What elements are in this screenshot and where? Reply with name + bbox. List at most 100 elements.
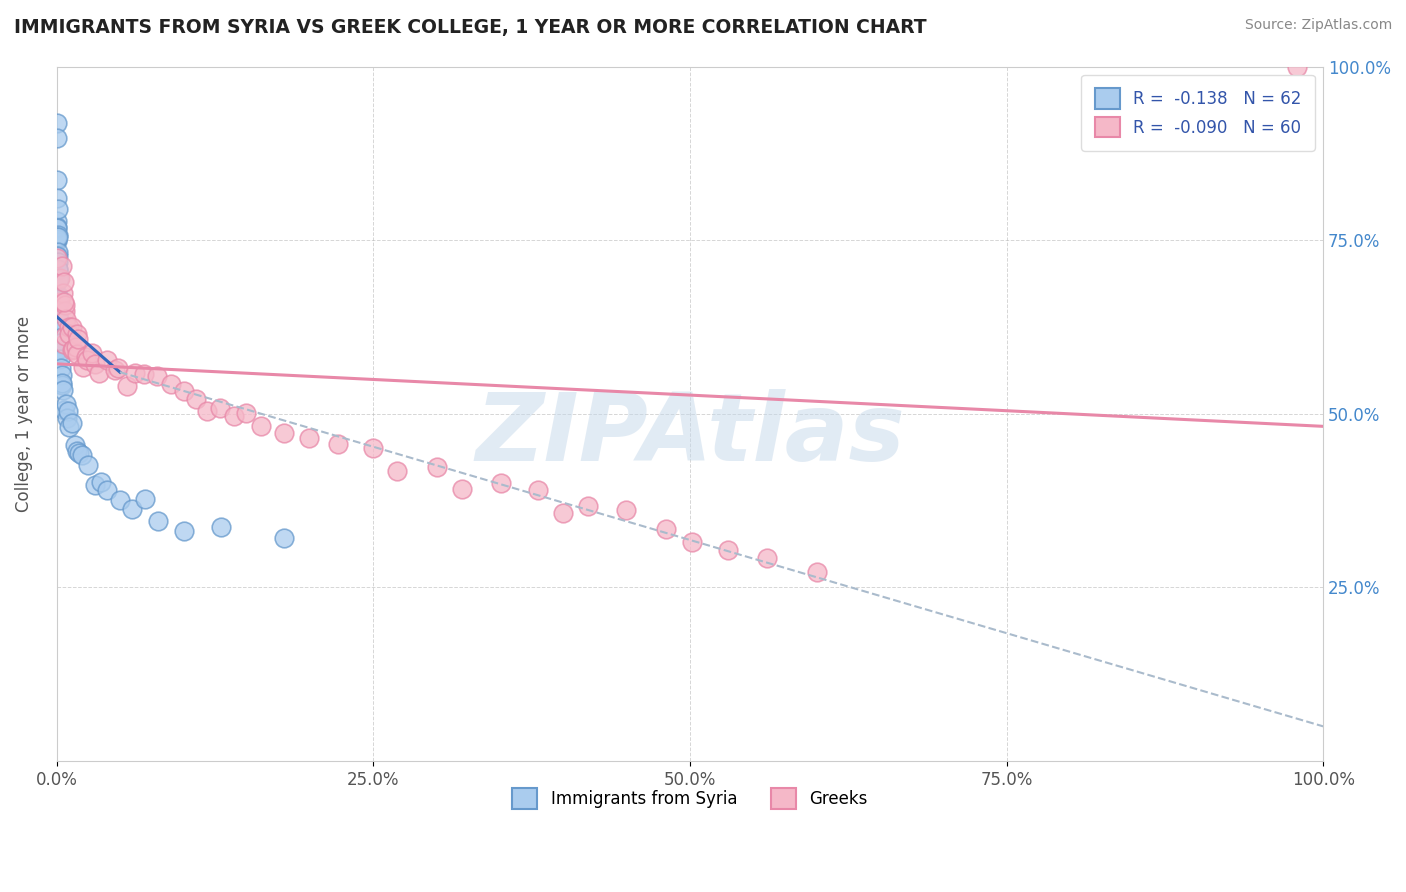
Point: [48, 342, 70, 356]
Point: [655, 522, 678, 536]
Point: [146, 514, 169, 528]
Point: [63, 438, 86, 452]
Point: [115, 378, 138, 392]
Point: [48, 293, 70, 307]
Point: [65, 340, 87, 354]
Point: [75, 350, 97, 364]
Point: [49, 352, 72, 367]
Point: [450, 482, 472, 496]
Point: [53, 295, 76, 310]
Point: [49, 271, 72, 285]
Point: [806, 566, 828, 580]
Point: [53, 337, 76, 351]
Point: [361, 441, 384, 455]
Point: [681, 535, 703, 549]
Point: [48, 324, 70, 338]
Point: [62, 343, 84, 357]
Point: [46, 228, 69, 243]
Point: [56, 404, 79, 418]
Point: [51, 376, 73, 391]
Point: [45, 235, 67, 249]
Point: [48, 272, 70, 286]
Point: [160, 376, 183, 391]
Point: [45, 213, 67, 227]
Point: [49, 335, 72, 350]
Legend: Immigrants from Syria, Greeks: Immigrants from Syria, Greeks: [506, 781, 875, 815]
Point: [87, 367, 110, 381]
Point: [717, 542, 740, 557]
Point: [66, 443, 89, 458]
Point: [53, 298, 76, 312]
Point: [1286, 60, 1309, 74]
Point: [48, 311, 70, 326]
Point: [46, 263, 69, 277]
Point: [51, 368, 73, 383]
Point: [46, 116, 69, 130]
Point: [48, 331, 70, 345]
Text: ZIPAtlas: ZIPAtlas: [475, 389, 904, 481]
Point: [108, 493, 131, 508]
Point: [124, 367, 146, 381]
Point: [60, 343, 83, 358]
Point: [48, 312, 70, 326]
Point: [173, 524, 195, 538]
Point: [46, 173, 69, 187]
Point: [90, 475, 112, 489]
Point: [66, 326, 89, 341]
Point: [55, 312, 77, 326]
Point: [58, 319, 80, 334]
Point: [46, 273, 69, 287]
Point: [83, 478, 105, 492]
Point: [46, 288, 69, 302]
Point: [96, 483, 118, 497]
Point: [222, 409, 245, 424]
Point: [46, 251, 69, 265]
Point: [426, 460, 449, 475]
Point: [51, 378, 73, 392]
Point: [52, 285, 75, 300]
Point: [53, 329, 76, 343]
Point: [76, 353, 98, 368]
Point: [489, 475, 512, 490]
Point: [46, 232, 69, 246]
Point: [55, 410, 77, 425]
Point: [80, 346, 103, 360]
Point: [249, 419, 271, 434]
Point: [104, 363, 127, 377]
Point: [273, 531, 295, 545]
Point: [134, 491, 156, 506]
Y-axis label: College, 1 year or more: College, 1 year or more: [15, 316, 32, 512]
Point: [326, 436, 349, 450]
Point: [209, 401, 232, 415]
Point: [173, 384, 195, 398]
Point: [72, 448, 94, 462]
Point: [77, 458, 100, 473]
Point: [49, 344, 72, 359]
Point: [66, 347, 89, 361]
Point: [46, 305, 69, 319]
Point: [48, 298, 70, 312]
Point: [49, 360, 72, 375]
Text: Source: ZipAtlas.com: Source: ZipAtlas.com: [1244, 18, 1392, 32]
Point: [55, 396, 77, 410]
Point: [49, 295, 72, 310]
Point: [46, 249, 69, 263]
Point: [146, 368, 169, 383]
Point: [46, 293, 69, 308]
Point: [84, 357, 107, 371]
Point: [527, 483, 550, 497]
Point: [48, 292, 70, 306]
Point: [209, 520, 232, 534]
Point: [53, 304, 76, 318]
Point: [551, 506, 574, 520]
Text: IMMIGRANTS FROM SYRIA VS GREEK COLLEGE, 1 YEAR OR MORE CORRELATION CHART: IMMIGRANTS FROM SYRIA VS GREEK COLLEGE, …: [14, 18, 927, 37]
Point: [96, 353, 118, 368]
Point: [46, 202, 69, 216]
Point: [67, 332, 90, 346]
Point: [46, 249, 69, 263]
Point: [58, 419, 80, 434]
Point: [46, 261, 69, 276]
Point: [46, 229, 69, 244]
Point: [46, 244, 69, 259]
Point: [60, 416, 83, 430]
